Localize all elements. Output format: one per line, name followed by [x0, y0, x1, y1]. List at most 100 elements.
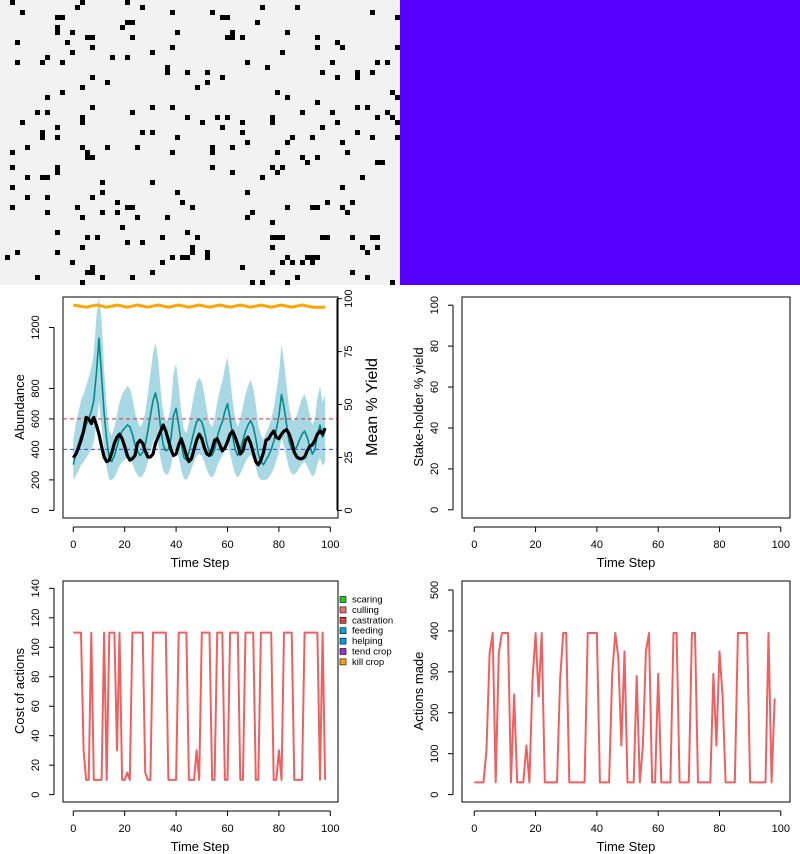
stakeholder-x-ticks: 0 20 40 60 80 100 [471, 526, 790, 551]
resource-cell [275, 90, 280, 95]
resource-cell [55, 250, 60, 255]
y-tick-label: 100 [429, 745, 441, 763]
resource-cell [285, 255, 290, 260]
resource-cell [140, 5, 145, 10]
x-tick-label: 0 [471, 539, 477, 551]
resource-cell [300, 110, 305, 115]
resource-cell [55, 15, 60, 20]
abundance-plot-frame [62, 296, 339, 519]
resource-cell [325, 200, 330, 205]
x-tick-label: 20 [529, 823, 541, 835]
resource-cell [335, 75, 340, 80]
resource-cell [275, 235, 280, 240]
resource-cell [65, 40, 70, 45]
y-tick-label: 40 [429, 422, 441, 434]
resource-cell [320, 235, 325, 240]
stakeholder-yield-plot: 0 20 40 60 80 100 0 20 40 60 80 100 Time Step Stak… [411, 296, 791, 570]
resource-cell [275, 150, 280, 155]
resource-cell [85, 270, 90, 275]
resource-cell [130, 35, 135, 40]
resource-cell [395, 135, 400, 140]
resource-cell [340, 140, 345, 145]
resource-cell [395, 95, 400, 100]
resource-cell [115, 200, 120, 205]
y-tick-label: 20 [30, 759, 42, 771]
abundance-band-area [73, 297, 326, 480]
resource-cell [45, 110, 50, 115]
resource-cell [355, 70, 360, 75]
y-tick-label: 500 [429, 581, 441, 599]
resource-cell [35, 110, 40, 115]
x-tick-label: 100 [321, 539, 339, 551]
legend-label: scaring [352, 595, 383, 606]
resource-cell [310, 255, 315, 260]
y-tick-label: 80 [30, 671, 42, 683]
cost-plot-frame [62, 580, 339, 803]
resource-cell [130, 275, 135, 280]
resource-cell [5, 255, 10, 260]
resource-cell [170, 10, 175, 15]
resource-cell [10, 150, 15, 155]
x-tick-label: 40 [170, 539, 182, 551]
resource-cell [165, 65, 170, 70]
resource-cell [260, 280, 265, 285]
resource-cell [195, 85, 200, 90]
actions-x-axis-label: Time Step [597, 839, 656, 854]
resource-cell [170, 105, 175, 110]
abundance-y-ticks: 0 200 400 600 800 1200 [30, 315, 55, 513]
abundance-x-ticks: 0 20 40 60 80 100 [70, 526, 339, 551]
resource-cell [360, 175, 365, 180]
resource-cell [80, 120, 85, 125]
legend-swatch [339, 658, 347, 666]
resource-cell [45, 175, 50, 180]
resource-cell [25, 195, 30, 200]
resource-cell [375, 115, 380, 120]
y-tick-label: 0 [429, 507, 441, 513]
resource-cell [165, 215, 170, 220]
y-tick-label: 75 [343, 345, 355, 357]
resource-cell [315, 205, 320, 210]
y-tick-label: 0 [30, 507, 42, 513]
resource-cell [280, 50, 285, 55]
mean-abundance-line [71, 415, 327, 467]
resource-cell [355, 130, 360, 135]
legend-label: culling [352, 605, 379, 616]
resource-cell [85, 235, 90, 240]
legend-swatch [339, 616, 347, 624]
resource-cell [245, 60, 250, 65]
y-tick-label: 120 [30, 609, 42, 627]
resource-cell [80, 215, 85, 220]
resource-cell [10, 185, 15, 190]
resource-cell [330, 110, 335, 115]
legend-swatch [339, 606, 347, 614]
x-tick-label: 0 [70, 823, 76, 835]
resource-cell [270, 270, 275, 275]
resource-cell [125, 0, 130, 5]
y-tick-label: 25 [343, 451, 355, 463]
x-tick-label: 0 [471, 823, 477, 835]
resource-cell [45, 195, 50, 200]
x-tick-label: 60 [221, 539, 233, 551]
resource-cell [100, 275, 105, 280]
abundance-series-lines [71, 303, 327, 467]
resource-cell [75, 205, 80, 210]
abundance-series-line [72, 337, 326, 466]
resource-cell [350, 200, 355, 205]
y-tick-label: 0 [343, 507, 355, 513]
resource-cell [315, 45, 320, 50]
actions-x-ticks: 0 20 40 60 80 100 [471, 810, 790, 835]
legend-label: castration [352, 615, 393, 626]
resource-cell [185, 230, 190, 235]
y-tick-label: 200 [30, 471, 42, 489]
resource-cell [40, 130, 45, 135]
stakeholder-x-axis-label: Time Step [597, 555, 656, 570]
resource-cell [170, 255, 175, 260]
resource-cell [230, 170, 235, 175]
resource-cell [55, 125, 60, 130]
resource-cell [55, 135, 60, 140]
resource-cell [370, 10, 375, 15]
resource-cell [210, 145, 215, 150]
resource-cell [100, 210, 105, 215]
resource-cell [315, 255, 320, 260]
y-tick-label: 0 [30, 792, 42, 798]
